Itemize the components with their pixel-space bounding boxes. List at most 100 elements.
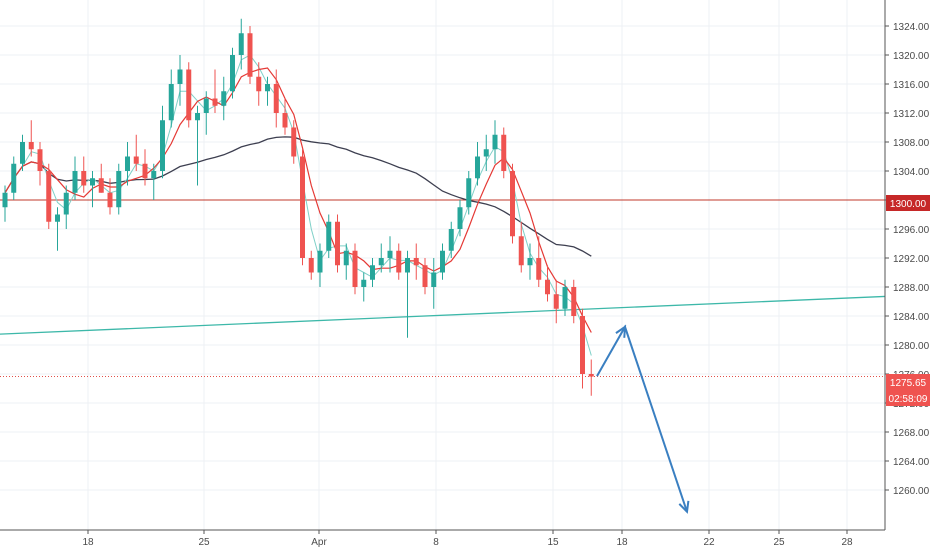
candle [72,156,78,200]
candle [125,142,130,186]
forecast-path [596,324,690,514]
y-tick-label: 1296.00 [893,225,930,236]
candle [46,163,52,229]
candle [282,98,288,135]
candle [545,265,550,302]
candle-body [221,91,227,106]
candle [300,149,305,266]
candle [308,250,314,280]
y-tick-label: 1268.00 [893,428,930,439]
candle [335,214,340,273]
candle [317,243,323,287]
y-tick-label: 1280.00 [893,341,930,352]
candle [475,142,480,186]
candle-body [475,156,480,179]
candle-body [247,33,253,77]
candle [203,91,209,135]
candle-body [343,250,349,266]
candle [413,243,419,280]
candle [37,142,43,186]
y-tick-label: 1292.00 [893,254,930,265]
candle-body [536,258,542,280]
candle [55,207,60,251]
candle [326,214,332,258]
candle-body [571,287,577,316]
last-price-label: 1275.65 [890,378,927,389]
candle-body [55,214,60,222]
candle [492,120,498,164]
x-tick-label: 18 [616,537,628,548]
candle-body [483,149,489,157]
candle [571,279,577,324]
candle-body [37,149,43,171]
y-tick-label: 1324.00 [893,22,930,33]
x-tick-label: 25 [198,537,210,548]
resistance-label: 1300.00 [890,199,927,210]
candle [273,69,279,128]
countdown-label: 02:58:09 [889,394,928,405]
candle-body [440,250,445,273]
candle [107,178,113,215]
candle-body [335,221,340,266]
candle [160,105,165,179]
candle [518,221,524,273]
candle-body [195,113,200,121]
candle-body [20,142,25,164]
candle-body [46,171,52,222]
candle [387,236,393,273]
candle [562,279,568,316]
candle-body [466,178,472,208]
candle-body [413,258,419,266]
y-tick-label: 1312.00 [893,109,930,120]
candle [431,258,437,309]
x-tick-label: 25 [773,537,785,548]
candle [466,171,472,215]
candle-body [545,279,550,295]
candle-body [317,250,323,273]
candle [588,359,594,396]
candle [230,47,235,99]
price-axis[interactable]: 1324.00 1320.00 1316.00 1312.00 1308.00 1304.… [885,22,930,497]
candle-body [168,84,174,121]
candle-body [116,171,122,208]
candle [2,185,8,222]
candle-body [361,279,367,287]
candle [142,149,148,186]
y-tick-label: 1260.00 [893,486,930,497]
candle-body [378,258,384,266]
candle-body [492,134,498,150]
candle [116,163,122,215]
candle-body [151,171,157,179]
candle [11,156,17,200]
time-axis[interactable]: 18 25 Apr 8 15 18 22 25 28 [82,530,853,548]
candle-body [133,156,139,164]
resistance-label-bg [886,195,930,211]
candle [457,200,463,237]
trendline-layer [0,295,886,335]
candle [291,120,297,164]
candle-body [28,142,34,150]
candle-body [448,229,454,251]
candle [81,156,87,193]
candle [553,279,559,324]
candle-body [125,156,130,171]
candle [256,62,262,106]
candle-body [553,294,559,309]
candle [352,243,358,295]
candle [378,243,384,273]
candle-body [326,221,332,251]
candle-body [387,250,393,258]
candle-body [501,134,507,171]
candle-body [457,207,463,229]
last-price-label-bg [886,374,930,390]
candle [98,163,104,193]
candle-body [90,178,95,186]
candle [396,243,402,280]
candle-body [72,171,78,193]
candle [422,258,428,295]
y-tick-label: 1288.00 [893,283,930,294]
candles [2,18,594,396]
candle-body [177,69,183,84]
candle [195,105,200,186]
